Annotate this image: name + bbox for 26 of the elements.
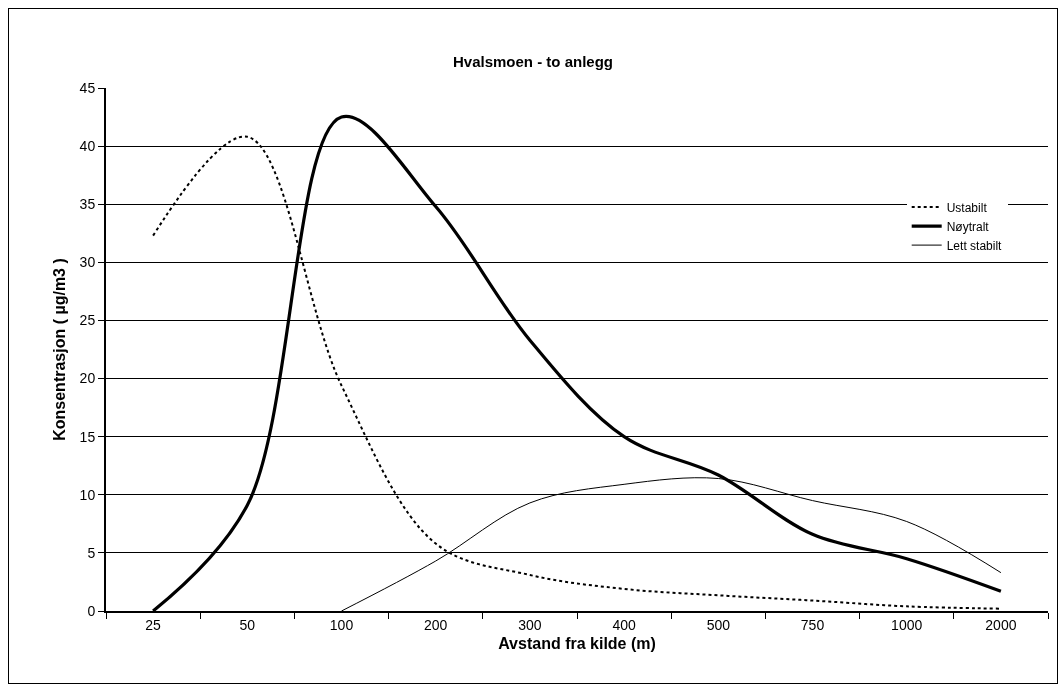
x-axis-title: Avstand fra kilde (m) <box>498 635 656 652</box>
x-tick-label: 2000 <box>985 616 1017 633</box>
y-tick-label: 20 <box>79 370 96 387</box>
y-tick-label: 40 <box>79 138 96 155</box>
x-tick-label: 400 <box>612 616 636 633</box>
y-tick-label: 0 <box>87 602 96 619</box>
y-tick-label: 15 <box>79 428 96 445</box>
y-tick-label: 25 <box>79 312 96 329</box>
legend-label: Lett stabilt <box>946 238 1003 253</box>
legend-label: Ustabilt <box>946 200 988 215</box>
legend-label: Nøytralt <box>946 219 990 234</box>
chart-title: Hvalsmoen - to anlegg <box>452 52 614 70</box>
y-tick-label: 45 <box>79 79 96 96</box>
y-tick-label: 35 <box>79 196 96 213</box>
x-tick-label: 50 <box>239 616 256 633</box>
x-tick-label: 100 <box>329 616 354 633</box>
x-tick-label: 500 <box>706 616 731 633</box>
x-tick-label: 1000 <box>891 616 923 633</box>
y-tick-label: 5 <box>87 544 96 561</box>
x-tick-label: 300 <box>518 616 542 633</box>
y-axis-title: Konsentrasjon ( µg/m3 ) <box>51 258 69 441</box>
y-tick-label: 10 <box>79 486 96 503</box>
x-tick-label: 25 <box>145 616 162 633</box>
y-tick-label: 30 <box>79 254 96 271</box>
x-tick-label: 200 <box>424 616 448 633</box>
x-tick-label: 750 <box>800 616 825 633</box>
